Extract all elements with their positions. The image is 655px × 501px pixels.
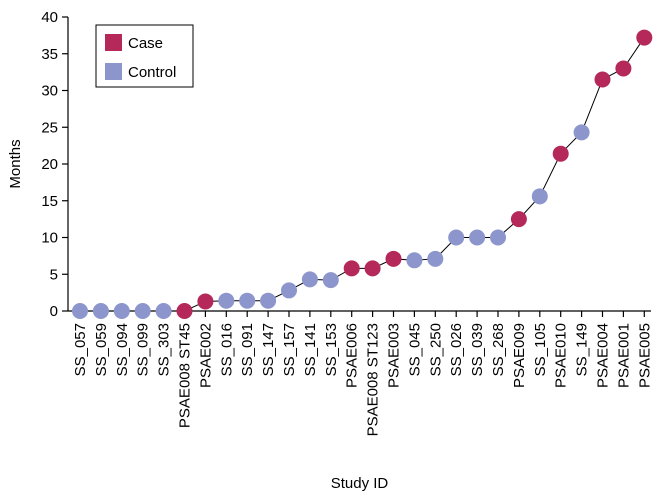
x-tick-label: SS_303	[156, 323, 173, 376]
x-tick-label: SS_059	[93, 323, 110, 376]
data-point	[72, 303, 88, 319]
x-tick-label: SS_147	[260, 323, 277, 376]
x-tick-label: PSAE006	[344, 323, 361, 388]
data-point	[281, 282, 297, 299]
data-point	[239, 292, 256, 309]
x-tick-label: SS_149	[574, 323, 591, 376]
x-tick-label: SS_268	[490, 323, 507, 376]
x-tick-label: SS_016	[218, 323, 235, 376]
data-point	[636, 29, 653, 46]
x-tick-label: PSAE004	[595, 323, 612, 388]
legend-swatch-control	[105, 63, 122, 80]
y-axis-title: Months	[7, 139, 24, 188]
data-point	[260, 292, 277, 309]
data-point	[322, 272, 339, 289]
data-point	[448, 229, 465, 246]
legend-label-case: Case	[128, 35, 163, 52]
y-tick-label: 20	[41, 156, 58, 173]
x-tick-label: SS_026	[448, 323, 465, 376]
x-tick-label: PSAE003	[386, 323, 403, 388]
data-point	[343, 260, 360, 277]
data-point	[594, 71, 611, 88]
x-tick-label: PSAE008 ST123	[365, 323, 382, 436]
y-tick-label: 30	[41, 83, 58, 100]
y-tick-label: 35	[41, 46, 58, 63]
x-tick-label: SS_045	[406, 323, 423, 376]
y-tick-label: 15	[41, 193, 58, 210]
x-tick-label: SS_057	[72, 323, 89, 376]
y-ticks: 0 5 10 15 20 25 30 35 40	[41, 9, 68, 320]
data-point	[113, 303, 130, 319]
x-tick-label: SS_153	[323, 323, 340, 376]
x-tick-label: SS_094	[114, 323, 131, 376]
x-tick-label: PSAE005	[636, 323, 653, 388]
data-point	[92, 303, 109, 319]
y-tick-label: 25	[41, 119, 58, 136]
data-points	[72, 29, 653, 319]
data-point	[364, 260, 381, 277]
data-point	[531, 188, 548, 205]
data-point	[155, 303, 172, 319]
legend: Case Control	[95, 24, 194, 88]
data-point	[218, 292, 235, 309]
legend-swatch-case	[105, 34, 122, 51]
y-tick-label: 5	[50, 266, 58, 283]
x-tick-label: PSAE008 ST45	[177, 323, 194, 428]
data-point	[552, 145, 569, 162]
data-point	[490, 229, 506, 246]
y-tick-label: 40	[41, 9, 58, 26]
x-tick-label: PSAE010	[553, 323, 570, 388]
data-point	[176, 303, 193, 319]
data-point	[469, 229, 486, 246]
y-tick-label: 10	[41, 230, 58, 247]
data-point	[197, 293, 214, 310]
x-tick-label: SS_039	[469, 323, 486, 376]
x-tick-label: PSAE002	[197, 323, 214, 388]
x-axis-title: Study ID	[331, 475, 389, 492]
x-tick-label: PSAE009	[511, 323, 528, 388]
data-point	[406, 252, 423, 269]
x-tick-label: PSAE001	[615, 323, 632, 388]
x-tick-label: SS_157	[281, 323, 298, 376]
x-tick-label: SS_105	[532, 323, 549, 376]
data-point	[573, 124, 590, 141]
series-line	[80, 37, 645, 312]
y-tick-label: 0	[50, 303, 58, 320]
data-point	[427, 250, 444, 267]
x-tick-label: SS_250	[427, 323, 444, 376]
x-tick-label: SS_099	[135, 323, 152, 376]
legend-label-control: Control	[128, 64, 176, 81]
x-tick-label: SS_091	[239, 323, 256, 376]
x-ticks: SS_057 SS_059 SS_094 SS_099 SS_303 PSAE008 ST…	[72, 311, 653, 436]
data-point	[615, 60, 632, 77]
data-point	[385, 250, 402, 267]
data-point	[510, 211, 527, 228]
data-point	[301, 271, 318, 288]
data-point	[134, 303, 151, 319]
x-tick-label: SS_141	[302, 323, 319, 376]
